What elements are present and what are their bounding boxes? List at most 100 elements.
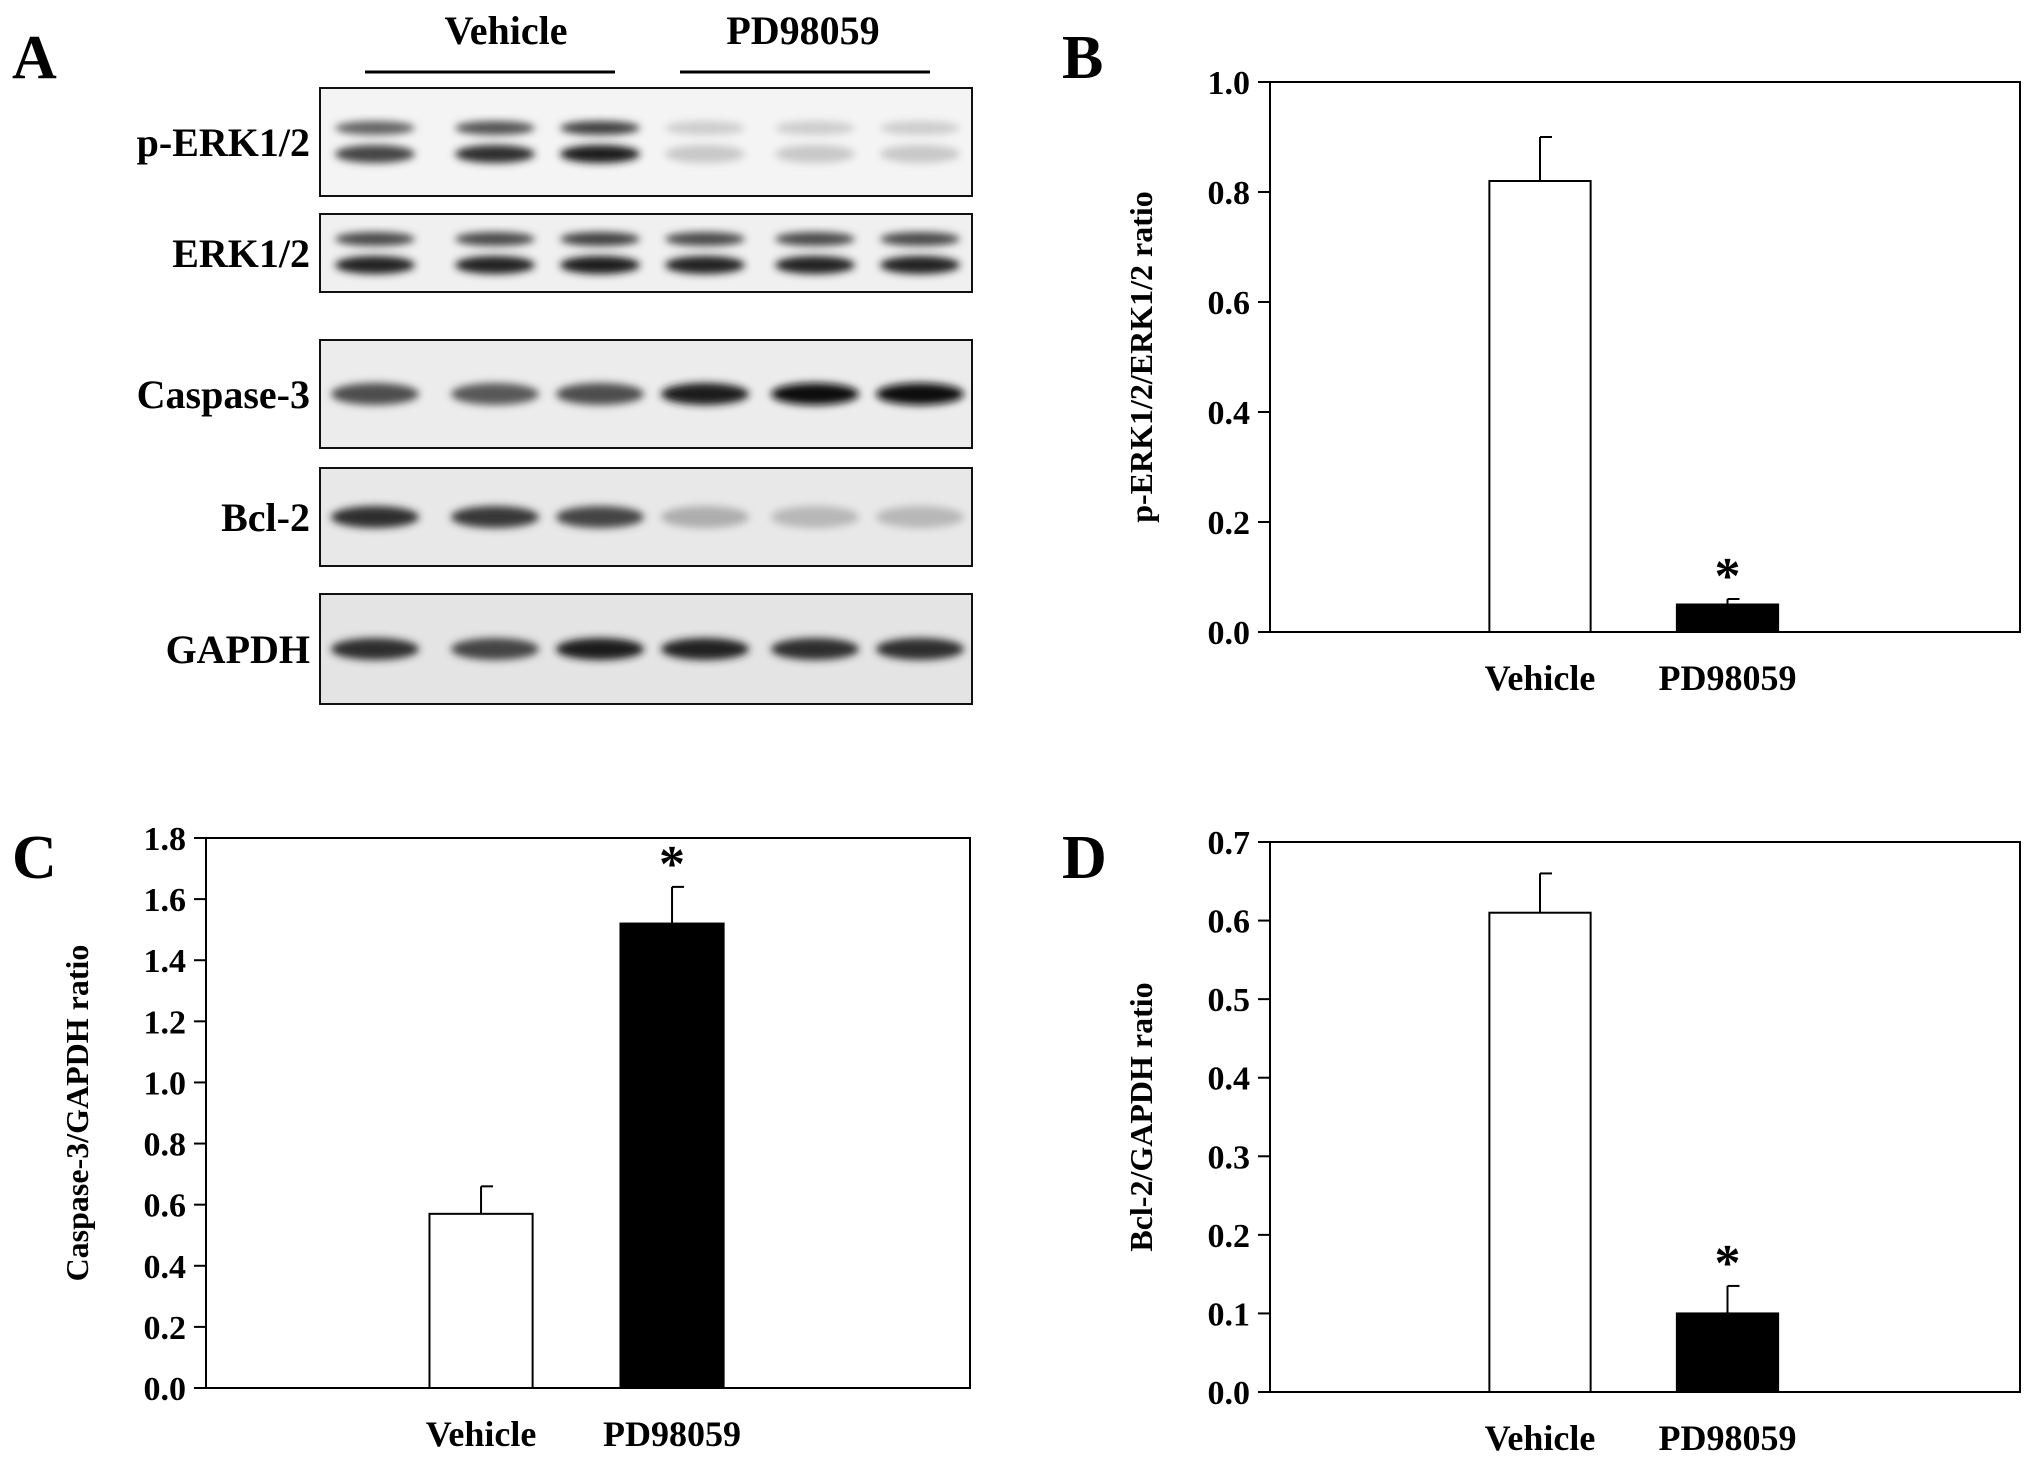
bar-vehicle	[428, 1212, 534, 1390]
x-tick-label-pd98059: PD98059	[603, 1414, 741, 1454]
blot-band	[775, 256, 855, 274]
blot-band	[451, 383, 539, 405]
blot-band	[880, 256, 960, 274]
y-tick-label: 0.3	[1208, 1139, 1251, 1176]
y-tick-label: 0.4	[1208, 1061, 1251, 1098]
y-axis-label: p-ERK1/2/ERK1/2 ratio	[1123, 191, 1159, 523]
blot-band	[331, 383, 419, 405]
blot-band	[455, 232, 535, 246]
bar-vehicle	[1488, 180, 1592, 633]
blot-band	[335, 256, 415, 274]
blot-group-pd98059: PD98059	[726, 8, 879, 53]
significance-marker-pd98059: *	[1715, 548, 1741, 605]
blot-band	[560, 145, 640, 163]
blot-band	[331, 638, 419, 660]
blot-band	[560, 232, 640, 246]
panel-letter-d: D	[1062, 824, 1107, 892]
blot-band	[455, 121, 535, 135]
blot-band	[880, 145, 960, 163]
y-tick-label: 0.8	[1208, 175, 1251, 212]
blot-band	[775, 232, 855, 246]
panel-letter-a: A	[12, 24, 57, 92]
blot-band	[556, 638, 644, 660]
y-tick-label: 1.2	[144, 1004, 187, 1041]
blot-group-vehicle: Vehicle	[445, 8, 568, 53]
chart-d: D 0.0 0.1 0.2 0.3 0.4 0.5 0.6 0.7 Bcl-2/GAPDH ra…	[1062, 824, 2021, 1458]
blot-band	[775, 121, 855, 135]
blot-band	[876, 638, 964, 660]
blot-band	[556, 383, 644, 405]
blot-band	[451, 506, 539, 528]
blot-band	[560, 256, 640, 274]
significance-marker-pd98059: *	[659, 836, 685, 893]
blot-band	[560, 121, 640, 135]
y-tick-label: 0.4	[1208, 395, 1251, 432]
y-tick-label: 0.0	[1208, 615, 1251, 652]
y-tick-label: 0.6	[1208, 904, 1251, 941]
y-tick-label: 0.2	[144, 1310, 187, 1347]
blot-row-label-bcl-2: Bcl-2	[221, 495, 310, 540]
x-tick-label-vehicle: Vehicle	[1485, 1418, 1596, 1458]
blot-band	[665, 145, 745, 163]
western-blot-panel: A Vehicle PD98059 p-ERK1/2 ERK1/2 Caspase-…	[12, 8, 973, 705]
blot-band	[876, 383, 964, 405]
y-tick-label: 0.4	[144, 1249, 187, 1286]
significance-marker-pd98059: *	[1715, 1235, 1741, 1292]
blot-band	[665, 256, 745, 274]
blot-row-label-p-erk1-2: p-ERK1/2	[137, 120, 310, 165]
blot-band	[665, 121, 745, 135]
chart-c: C 0.0 0.2 0.4 0.6 0.8 1.0 1.2 1.4 1.6 1.8 Caspase-…	[12, 821, 971, 1454]
panel-letter-c: C	[12, 824, 57, 892]
blot-band	[665, 232, 745, 246]
y-tick-label: 1.6	[144, 882, 187, 919]
blot-row-label-gapdh: GAPDH	[166, 627, 310, 672]
blot-frame-gapdh	[319, 593, 973, 705]
y-axis-label: Caspase-3/GAPDH ratio	[59, 945, 95, 1282]
y-tick-label: 0.6	[144, 1188, 187, 1225]
x-tick-label-vehicle: Vehicle	[1485, 658, 1596, 698]
blot-frame-caspase-3	[319, 339, 973, 449]
panel-letter-b: B	[1062, 24, 1103, 92]
plot-frame	[1269, 81, 2021, 633]
bar-pd98059	[619, 922, 725, 1389]
blot-band	[335, 145, 415, 163]
blot-band	[455, 145, 535, 163]
y-tick-label: 0.0	[144, 1371, 187, 1408]
bar-vehicle	[1488, 911, 1592, 1393]
plot-frame	[205, 837, 971, 1389]
blot-band	[455, 256, 535, 274]
blot-band	[880, 121, 960, 135]
blot-frame-erk1-2	[319, 213, 973, 293]
y-tick-label: 0.1	[1208, 1296, 1251, 1333]
y-tick-label: 0.7	[1208, 825, 1251, 862]
y-tick-label: 0.0	[1208, 1375, 1251, 1412]
x-tick-label-pd98059: PD98059	[1659, 1418, 1797, 1458]
blot-band	[771, 383, 859, 405]
blot-band	[775, 145, 855, 163]
blot-band	[556, 506, 644, 528]
y-tick-label: 0.2	[1208, 1218, 1251, 1255]
blot-band	[880, 232, 960, 246]
y-tick-label: 0.6	[1208, 285, 1251, 322]
blot-band	[335, 232, 415, 246]
blot-band	[335, 121, 415, 135]
chart-b: B 0.0 0.2 0.4 0.6 0.8 1.0 p-ERK1/2/ERK1/2 rati…	[1062, 24, 2021, 698]
blot-row-label-erk1-2: ERK1/2	[172, 231, 310, 276]
y-tick-label: 1.0	[1208, 65, 1251, 102]
blot-band	[771, 638, 859, 660]
y-tick-label: 0.8	[144, 1127, 187, 1164]
blot-band	[661, 506, 749, 528]
blot-band	[331, 506, 419, 528]
y-tick-label: 0.2	[1208, 505, 1251, 542]
blot-band	[451, 638, 539, 660]
x-tick-label-vehicle: Vehicle	[426, 1414, 537, 1454]
y-axis-label: Bcl-2/GAPDH ratio	[1123, 982, 1159, 1251]
x-tick-label-pd98059: PD98059	[1659, 658, 1797, 698]
y-tick-label: 1.4	[144, 943, 187, 980]
blot-band	[876, 506, 964, 528]
blot-frame-bcl-2	[319, 467, 973, 567]
blot-frame-p-erk1-2	[319, 87, 973, 197]
blot-row-label-caspase-3: Caspase-3	[137, 372, 310, 417]
plot-frame	[1269, 841, 2021, 1393]
